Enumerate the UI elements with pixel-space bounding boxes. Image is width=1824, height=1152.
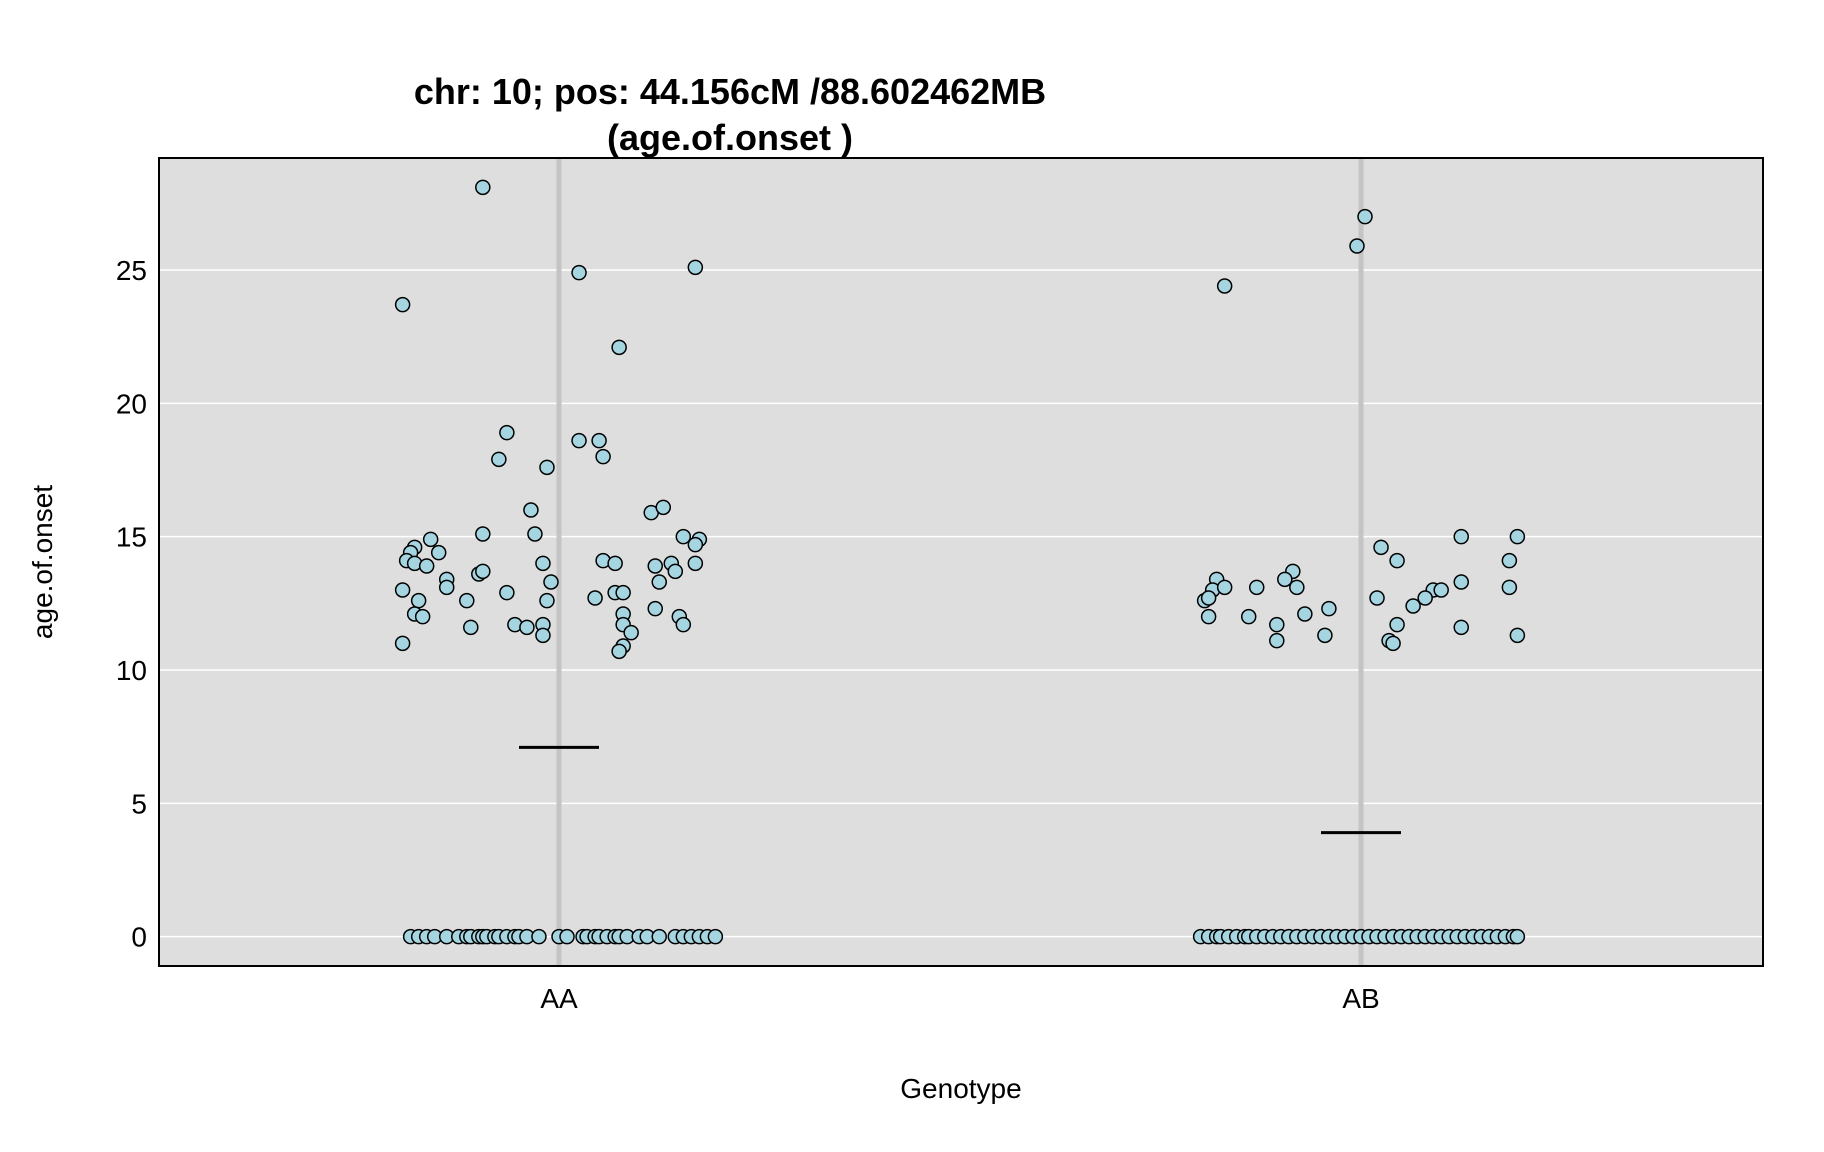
data-point [651,928,667,945]
y-axis-ticks: 0 5 10 15 20 25 [116,255,147,953]
data-point [591,432,607,449]
data-point [499,584,515,601]
y-tick-label: 10 [116,655,147,686]
data-point [1373,539,1389,556]
data-point [1248,579,1265,596]
data-point [587,590,603,606]
data-point [414,608,431,625]
data-point [1317,627,1333,644]
data-point [539,459,555,476]
data-point [531,928,547,945]
data-point [1321,600,1337,617]
data-point [1269,616,1285,633]
data-point [459,592,475,609]
data-point [1389,616,1405,633]
data-point [1433,582,1449,598]
data-point [1385,635,1401,652]
data-point [611,643,627,660]
data-point [1405,598,1421,614]
data-point [647,558,663,574]
data-point [523,502,539,518]
data-point [623,624,639,641]
data-point [571,264,587,281]
data-point [687,555,704,572]
data-point [1509,928,1526,945]
data-point [611,339,627,356]
data-point [394,635,411,652]
data-point [1453,574,1469,590]
data-point [1501,552,1518,569]
data-point [675,616,692,633]
mean-lines [519,745,1401,835]
data-point [675,528,692,545]
data-point [1289,579,1305,596]
plot-border [158,157,1764,967]
data-point [1453,528,1469,545]
data-point [1349,238,1365,254]
data-point [1297,606,1313,622]
data-point [430,544,447,561]
data-point [418,558,435,574]
data-point [475,179,491,196]
data-point [438,579,455,596]
data-point [559,928,575,945]
x-axis-label: Genotype [900,1073,1021,1104]
data-points [394,179,1526,945]
data-point [527,526,543,542]
y-axis-label: age.of.onset [27,485,58,639]
data-point [687,536,704,553]
data-point [687,259,704,276]
data-point [535,627,551,644]
data-point [1200,590,1217,606]
data-point [475,526,491,542]
data-point [491,451,507,468]
data-point [394,582,411,598]
data-point [543,574,559,590]
y-tick-label: 0 [131,922,147,953]
data-point [1389,552,1405,569]
x-tick-label: AB [1342,983,1379,1014]
data-point [571,432,587,449]
data-point [1501,579,1518,596]
x-axis-ticks: AA AB [540,983,1379,1014]
data-point [647,600,663,617]
data-point [615,584,631,601]
x-tick-label: AA [540,983,578,1014]
data-point [651,574,667,590]
data-point [1200,608,1217,625]
y-tick-label: 25 [116,255,147,286]
data-point [707,928,724,945]
data-point [539,592,555,609]
data-point [1509,528,1526,545]
data-point [499,424,515,441]
data-point [422,531,439,548]
data-point [607,555,623,572]
data-point [475,563,491,580]
y-tick-label: 20 [116,388,147,419]
data-point [1369,590,1385,606]
data-point [410,592,427,609]
data-point [595,448,611,465]
data-point [1509,627,1526,644]
data-point [1357,208,1373,225]
data-point [667,563,684,580]
data-point [1240,608,1257,625]
data-point [535,555,551,572]
chart-title-line2: (age.of.onset ) [607,117,853,158]
data-point [1417,590,1433,606]
data-point [519,619,535,636]
y-tick-label: 5 [131,788,147,819]
data-point [394,296,411,313]
data-point [463,619,479,636]
data-point [1277,571,1293,588]
data-point [1269,632,1285,649]
data-point [1453,619,1469,636]
data-point [655,499,672,516]
data-point [1216,278,1233,294]
y-tick-label: 15 [116,522,147,553]
data-point [1216,579,1233,596]
chart-title-line1: chr: 10; pos: 44.156cM /88.602462MB [414,71,1046,112]
